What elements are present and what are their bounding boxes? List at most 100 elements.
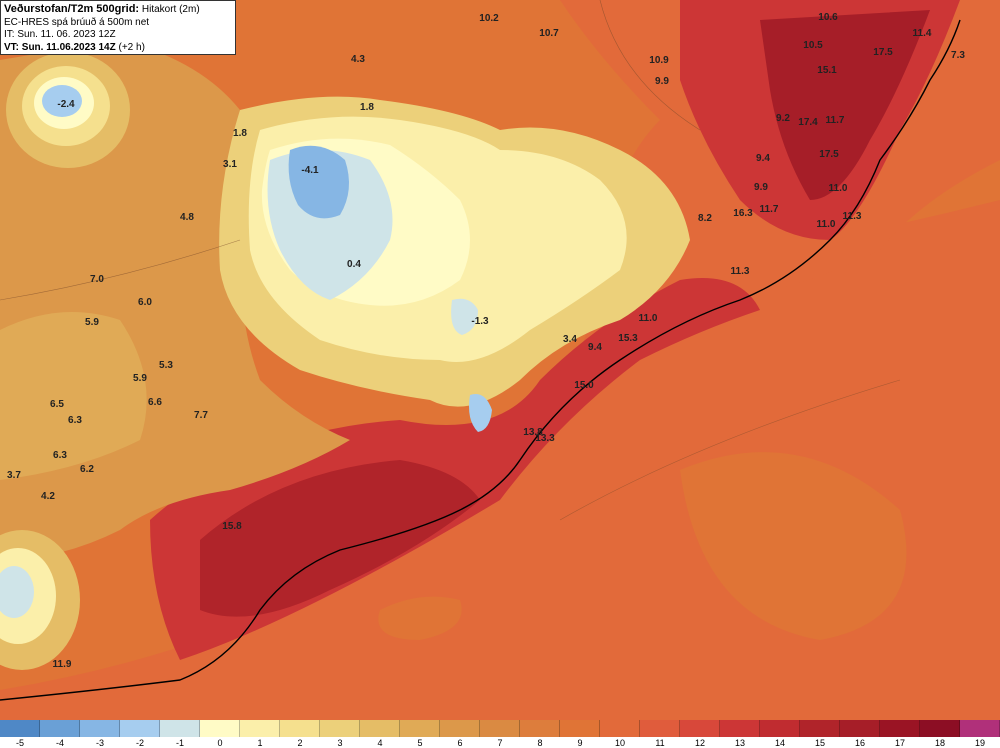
legend-bar bbox=[0, 720, 1000, 737]
legend-swatch bbox=[0, 720, 40, 737]
valid-time: VT: Sun. 11.06.2023 14Z bbox=[4, 41, 116, 53]
value-label: 16.3 bbox=[733, 208, 753, 219]
value-label: 10.5 bbox=[803, 40, 823, 51]
icecap-minus3 bbox=[288, 145, 349, 219]
sw-cap-minus1 bbox=[0, 566, 34, 618]
legend-tick: 16 bbox=[854, 738, 866, 748]
value-label: -4.1 bbox=[301, 165, 319, 176]
sea-patch-9 bbox=[378, 596, 462, 640]
value-label: 15.1 bbox=[817, 65, 837, 76]
value-label: 5.9 bbox=[85, 317, 99, 328]
value-label: 7.7 bbox=[194, 410, 208, 421]
value-label: 13.8 bbox=[523, 427, 543, 438]
legend-tick: 18 bbox=[934, 738, 946, 748]
legend-swatch bbox=[80, 720, 120, 737]
legend-swatch bbox=[320, 720, 360, 737]
value-label: 9.9 bbox=[655, 76, 669, 87]
value-label: 17.5 bbox=[819, 149, 839, 160]
value-label: 11.3 bbox=[843, 211, 862, 222]
value-label: -2.4 bbox=[57, 99, 75, 110]
legend-swatch bbox=[800, 720, 840, 737]
legend-tick: 2 bbox=[297, 738, 303, 748]
sea-region-9 bbox=[680, 452, 907, 640]
ne-region-16 bbox=[760, 10, 930, 200]
legend-tick: 3 bbox=[337, 738, 343, 748]
legend-tick: -4 bbox=[55, 738, 65, 748]
legend-tick: -1 bbox=[175, 738, 185, 748]
value-label: 9.2 bbox=[776, 113, 790, 124]
legend-tick: 11 bbox=[655, 738, 665, 748]
model-line: EC-HRES spá brúuð á 500m net bbox=[4, 16, 150, 28]
legend-tick: 17 bbox=[894, 738, 906, 748]
legend-swatch bbox=[400, 720, 440, 737]
temperature-map: -2.4 -4.1 0.4 -1.3 1.8 1.8 3.1 4.3 4.8 7.0 6.0 5.9 5… bbox=[0, 0, 966, 701]
legend-swatch bbox=[640, 720, 680, 737]
legend-tick: 6 bbox=[457, 738, 463, 748]
value-label: 6.3 bbox=[53, 450, 67, 461]
nw-cap-minus2 bbox=[42, 85, 82, 117]
legend-tick: -5 bbox=[15, 738, 25, 748]
legend-tick: 9 bbox=[577, 738, 583, 748]
legend-tick: 19 bbox=[974, 738, 986, 748]
legend-swatch bbox=[360, 720, 400, 737]
legend-tick: 15 bbox=[814, 738, 826, 748]
legend-swatch bbox=[520, 720, 560, 737]
legend-swatch bbox=[120, 720, 160, 737]
value-label: 6.6 bbox=[148, 397, 162, 408]
value-label: 9.4 bbox=[756, 153, 770, 164]
value-label: 10.6 bbox=[818, 12, 838, 23]
value-label: 0.4 bbox=[347, 259, 361, 270]
value-label: 10.9 bbox=[649, 55, 669, 66]
legend-tick: 0 bbox=[217, 738, 223, 748]
value-label: 15.8 bbox=[222, 521, 242, 532]
contour-line bbox=[0, 239, 241, 301]
color-legend: -5 -4 -3 -2 -1 0 1 2 3 4 5 6 7 8 9 10 11 12 13 14 15 16 17 18 19 bbox=[0, 720, 1000, 748]
legend-swatch bbox=[240, 720, 280, 737]
legend-swatch bbox=[960, 720, 1000, 737]
legend-swatch bbox=[680, 720, 720, 737]
glacier-tongue bbox=[469, 394, 492, 432]
value-label: 11.7 bbox=[760, 204, 779, 215]
legend-tick: 7 bbox=[497, 738, 503, 748]
legend-swatch bbox=[920, 720, 960, 737]
value-label: 7.3 bbox=[951, 50, 965, 61]
value-label: 4.3 bbox=[351, 54, 365, 65]
value-label: 9.4 bbox=[588, 342, 602, 353]
value-label: 11.7 bbox=[826, 115, 845, 126]
value-label: 11.3 bbox=[731, 266, 750, 277]
legend-swatch bbox=[160, 720, 200, 737]
legend-tick: 12 bbox=[694, 738, 706, 748]
legend-tick: -2 bbox=[135, 738, 145, 748]
value-label: 6.0 bbox=[138, 297, 152, 308]
map-title-suffix: Hitakort (2m) bbox=[141, 4, 200, 15]
coastline bbox=[0, 19, 961, 701]
south-region-15 bbox=[200, 460, 480, 617]
value-label: 1.8 bbox=[233, 128, 247, 139]
value-label: 11.0 bbox=[817, 219, 836, 230]
legend-tick: 5 bbox=[417, 738, 423, 748]
value-label: 3.1 bbox=[223, 159, 237, 170]
value-label: 11.0 bbox=[639, 313, 658, 324]
value-label: -1.3 bbox=[471, 316, 489, 327]
map-title: Veðurstofan/T2m 500grid: bbox=[4, 3, 140, 15]
legend-swatch bbox=[560, 720, 600, 737]
legend-swatch bbox=[720, 720, 760, 737]
value-label: 13.3 bbox=[535, 433, 555, 444]
legend-swatch bbox=[760, 720, 800, 737]
value-label: 6.3 bbox=[68, 415, 82, 426]
title-box: Veðurstofan/T2m 500grid: Hitakort (2m) E… bbox=[0, 0, 236, 55]
value-label: 15.3 bbox=[618, 333, 638, 344]
legend-tick: 10 bbox=[614, 738, 626, 748]
value-label: 10.7 bbox=[539, 28, 559, 39]
west-land-5 bbox=[0, 312, 147, 480]
value-label: 11.0 bbox=[829, 183, 848, 194]
value-label: 4.8 bbox=[180, 212, 194, 223]
value-label: 17.4 bbox=[798, 117, 818, 128]
legend-tick: -3 bbox=[95, 738, 105, 748]
contour-line bbox=[559, 379, 901, 521]
issue-time: IT: Sun. 11. 06. 2023 12Z bbox=[4, 29, 116, 40]
legend-swatch bbox=[40, 720, 80, 737]
value-label: 5.3 bbox=[159, 360, 173, 371]
legend-tick: 4 bbox=[377, 738, 383, 748]
legend-swatch bbox=[840, 720, 880, 737]
